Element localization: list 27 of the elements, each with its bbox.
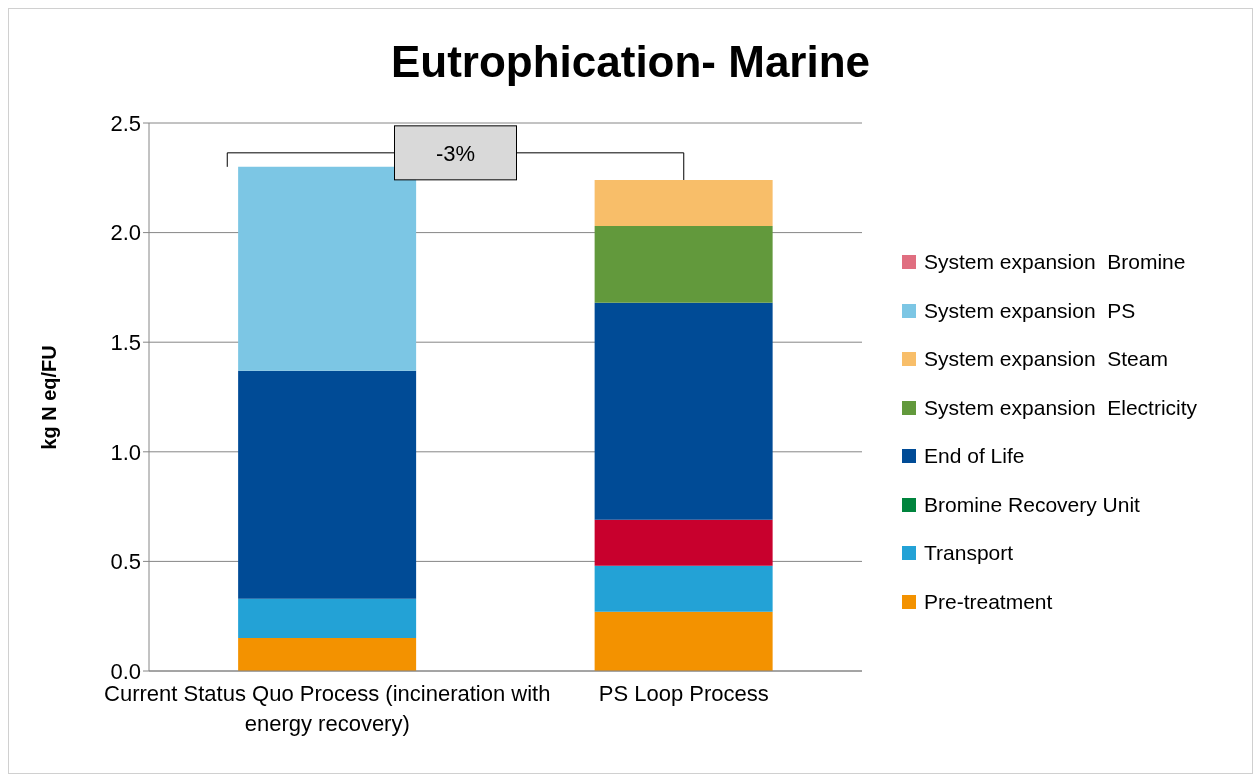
- legend-label: System expansion PS: [924, 298, 1136, 323]
- bar: [594, 565, 773, 612]
- bar: [594, 226, 773, 303]
- bar: [594, 302, 773, 520]
- bar: [594, 611, 773, 671]
- x-tick-label: PS Loop Process: [598, 680, 769, 706]
- bar: [238, 166, 417, 371]
- y-tick-label: 2.0: [110, 220, 141, 246]
- legend-label: Pre-treatment: [924, 589, 1053, 614]
- legend-label: System expansion Steam: [924, 347, 1168, 372]
- y-tick-label: 1.5: [110, 330, 141, 356]
- annotation: -3%: [435, 140, 476, 166]
- bar: [238, 370, 417, 599]
- bar: [594, 179, 773, 227]
- legend-label: System expansion Bromine: [924, 250, 1186, 275]
- legend-label: Transport: [924, 541, 1014, 566]
- legend-label: System expansion Electricity: [924, 395, 1198, 420]
- y-tick-label: 2.5: [110, 110, 141, 136]
- y-tick-label: 0.5: [110, 549, 141, 575]
- legend-label: End of Life: [924, 444, 1025, 469]
- bar: [238, 638, 417, 671]
- bar: [594, 519, 773, 566]
- bar: [238, 598, 417, 639]
- y-axis-title: kg N eq/FU: [37, 344, 61, 450]
- chart-title: Eutrophication- Marine: [389, 37, 872, 87]
- legend-label: Bromine Recovery Unit: [924, 492, 1140, 517]
- y-tick-label: 1.0: [110, 439, 141, 465]
